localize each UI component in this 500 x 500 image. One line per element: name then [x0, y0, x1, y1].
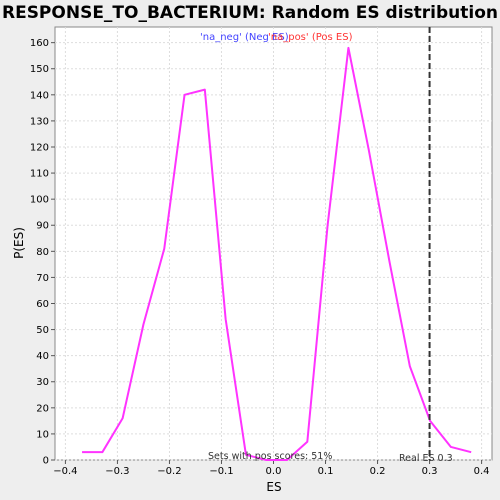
x-axis-ticks: −0.4 −0.3 −0.2 −0.1 0.0 0.1 0.2 0.3 0.4	[53, 460, 490, 477]
es-distribution-line	[82, 46, 472, 461]
real-es-annotation: Real ES 0.3	[399, 453, 453, 464]
x-tick-label: −0.1	[209, 466, 233, 477]
x-tick-label: −0.3	[105, 466, 129, 477]
y-tick-label: 80	[36, 247, 49, 258]
y-axis-ticks: 0 10 20 30 40 50 60 70 80 90 100 110 120 130 140 150 160	[30, 38, 55, 467]
y-tick-label: 150	[30, 64, 49, 75]
x-tick-label: 0.2	[370, 466, 386, 477]
x-tick-label: 0.4	[474, 466, 490, 477]
y-tick-label: 110	[30, 169, 49, 180]
x-axis-label: ES	[266, 480, 281, 494]
y-tick-label: 90	[36, 221, 49, 232]
grid-lines	[55, 27, 492, 461]
y-tick-label: 160	[30, 38, 49, 49]
y-tick-label: 10	[36, 429, 49, 440]
x-tick-label: 0.1	[318, 466, 334, 477]
y-tick-label: 70	[36, 273, 49, 284]
y-tick-label: 30	[36, 377, 49, 388]
pos-scores-annotation: Sets with pos scores: 51%	[208, 451, 332, 462]
series-group	[82, 46, 472, 461]
x-tick-label: −0.4	[53, 466, 77, 477]
x-tick-label: −0.2	[157, 466, 181, 477]
legend-pos-label: 'na_pos' (Pos ES)	[268, 32, 353, 43]
y-tick-label: 0	[43, 456, 49, 467]
y-tick-label: 60	[36, 299, 49, 310]
y-axis-label: P(ES)	[12, 227, 26, 259]
y-tick-label: 140	[30, 90, 49, 101]
chart-title: RESPONSE_TO_BACTERIUM: Random ES distrib…	[2, 3, 498, 23]
y-tick-label: 100	[30, 195, 49, 206]
y-tick-label: 50	[36, 325, 49, 336]
legend-neg-label: 'na_neg' (Neg ES)	[200, 32, 289, 43]
y-tick-label: 20	[36, 403, 49, 414]
y-tick-label: 40	[36, 351, 49, 362]
x-tick-label: 0.3	[422, 466, 438, 477]
y-tick-label: 120	[30, 142, 49, 153]
y-tick-label: 130	[30, 116, 49, 127]
x-tick-label: 0.0	[266, 466, 282, 477]
